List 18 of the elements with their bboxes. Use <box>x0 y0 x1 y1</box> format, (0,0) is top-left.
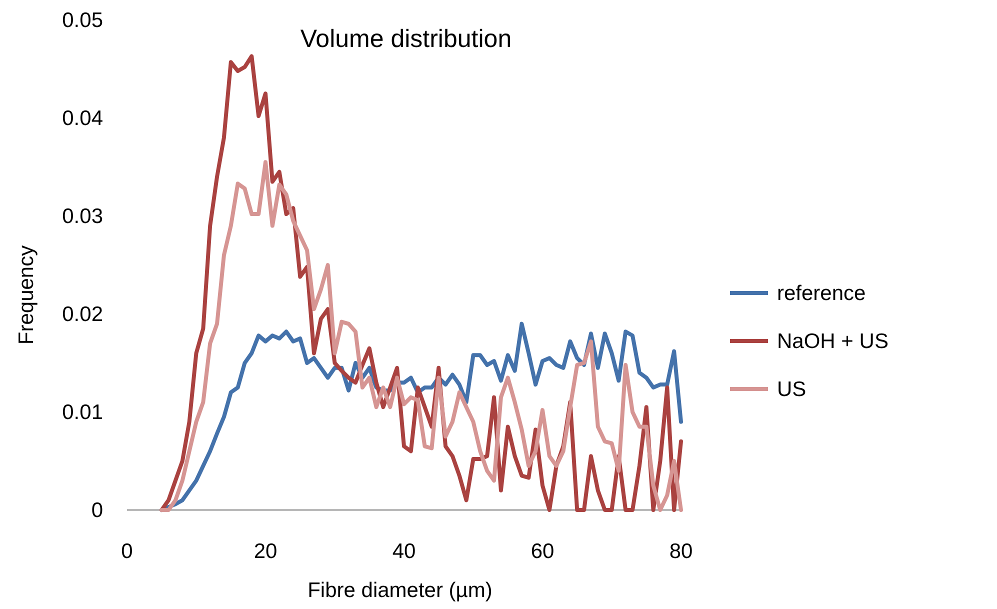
y-tick-label: 0 <box>91 499 103 522</box>
y-axis-title: Frequency <box>15 244 38 345</box>
y-tick-label: 0.02 <box>62 303 103 326</box>
line-series <box>160 160 683 512</box>
x-tick-label: 40 <box>392 540 416 563</box>
x-tick-label: 60 <box>530 540 554 563</box>
y-tick-label: 0.01 <box>62 401 103 424</box>
legend-label: NaOH + US <box>777 330 888 353</box>
x-axis-title: Fibre diameter (µm) <box>308 579 492 602</box>
legend-label: US <box>777 378 806 401</box>
y-tick-label: 0.05 <box>62 9 103 32</box>
x-tick-label: 80 <box>669 540 693 563</box>
y-tick-label: 0.03 <box>62 205 103 228</box>
x-tick-label: 20 <box>254 540 278 563</box>
y-tick-label: 0.04 <box>62 107 104 130</box>
legend-label: reference <box>777 282 866 305</box>
chart-title: Volume distribution <box>300 25 512 53</box>
x-tick-label: 0 <box>121 540 133 563</box>
